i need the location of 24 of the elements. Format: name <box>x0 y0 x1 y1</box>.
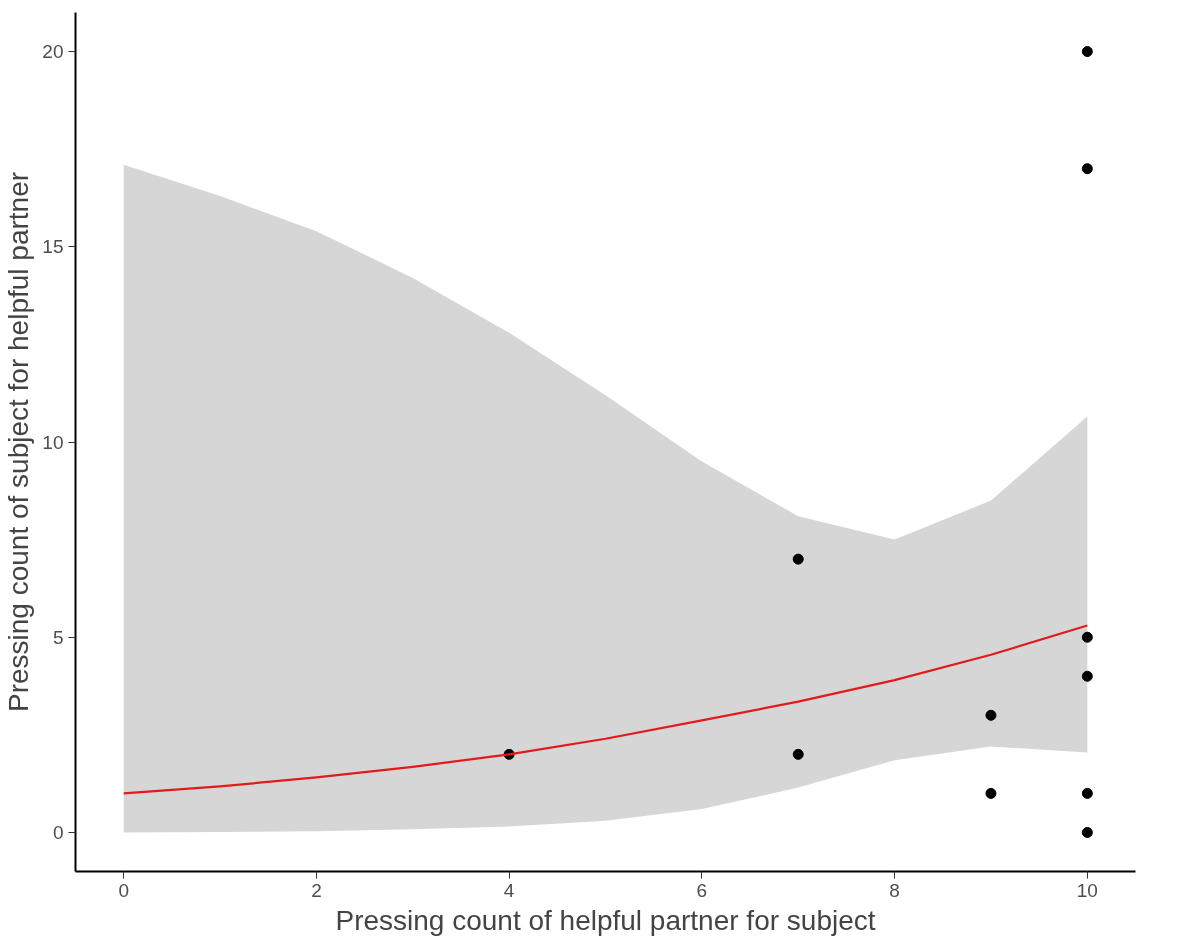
x-tick-label: 10 <box>1076 879 1098 901</box>
point <box>985 709 997 721</box>
point <box>1081 46 1093 58</box>
x-tick-label: 8 <box>889 879 900 901</box>
y-tick-label: 0 <box>52 821 64 843</box>
point <box>792 553 804 565</box>
x-tick-label: 4 <box>503 879 515 901</box>
y-axis-title: Pressing count of subject for helpful partner <box>3 171 35 713</box>
line-series <box>122 624 1089 795</box>
point <box>792 748 804 760</box>
point <box>1081 826 1093 838</box>
y-tick-label: 10 <box>42 431 64 453</box>
point <box>1081 787 1093 799</box>
point <box>985 787 997 799</box>
y-tick-label: 15 <box>42 236 64 258</box>
x-tick-label: 6 <box>696 879 708 901</box>
point <box>1081 670 1093 682</box>
x-tick-label: 2 <box>311 879 322 901</box>
point <box>1081 631 1093 643</box>
x-axis-title: Pressing count of helpful partner for subject <box>335 904 876 936</box>
point <box>1081 163 1093 175</box>
y-tick-label: 20 <box>42 41 64 63</box>
x-tick-label: 0 <box>118 879 129 901</box>
y-tick-label: 5 <box>52 626 64 648</box>
